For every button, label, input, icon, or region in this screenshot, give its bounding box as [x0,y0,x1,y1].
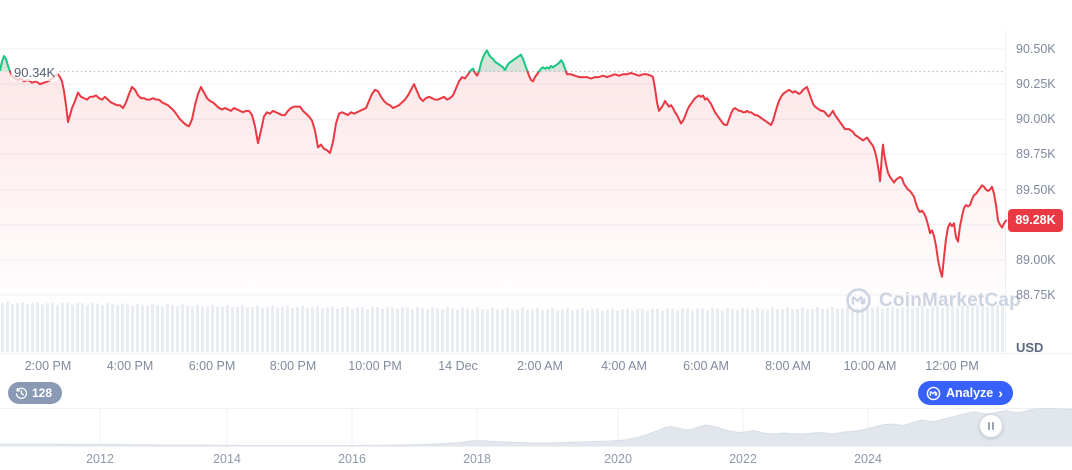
open-price-label: 90.34K [11,64,59,81]
year-label: 2016 [338,452,366,466]
watermark-text: CoinMarketCap [879,289,1021,311]
x-axis-label: 2:00 PM [24,359,72,373]
x-axis-label: 8:00 PM [269,359,317,373]
x-axis-label: 10:00 PM [348,359,402,373]
coinmarketcap-watermark-logo-icon [845,287,872,314]
navigator-minimap[interactable] [0,408,1072,447]
x-axis-label: 14 Dec [438,359,478,373]
year-label: 2020 [604,452,632,466]
year-label: 2024 [854,452,882,466]
year-label: 2022 [729,452,757,466]
y-axis-label: 90.25K [1016,77,1056,92]
year-label: 2014 [213,452,241,466]
history-clock-icon [15,387,28,400]
y-axis-label: 88.75K [1016,287,1056,302]
analyze-label: Analyze [946,386,994,400]
chevron-right-icon: › [998,384,1003,401]
y-axis-label: 90.50K [1016,42,1056,56]
y-axis-label: 90.00K [1016,112,1056,127]
currency-label: USD [1016,340,1044,355]
x-axis-label: 4:00 PM [106,359,154,373]
coinmarketcap-logo-icon [926,386,941,401]
drag-handle-icon [988,422,990,430]
analyze-button[interactable]: Analyze › [918,381,1013,405]
x-axis-label: 4:00 AM [601,359,647,373]
year-label: 2012 [86,452,114,466]
y-axis-label: 89.75K [1016,147,1056,162]
x-axis-label: 10:00 AM [843,359,897,373]
y-axis-label: 89.00K [1016,252,1056,267]
navigator-handle[interactable] [979,414,1003,438]
watchlist-count: 128 [32,386,53,400]
year-label: 2018 [463,452,491,466]
x-axis-label: 2:00 AM [517,359,563,373]
watermark: CoinMarketCap [845,287,1021,314]
x-axis-label: 8:00 AM [765,359,811,373]
watchlist-count-badge[interactable]: 128 [8,382,63,404]
x-axis-label: 12:00 PM [925,359,979,373]
y-axis-label: 89.50K [1016,182,1056,197]
x-axis-label: 6:00 AM [683,359,729,373]
x-axis-label: 6:00 PM [188,359,236,373]
current-price-badge: 89.28K [1008,209,1063,232]
